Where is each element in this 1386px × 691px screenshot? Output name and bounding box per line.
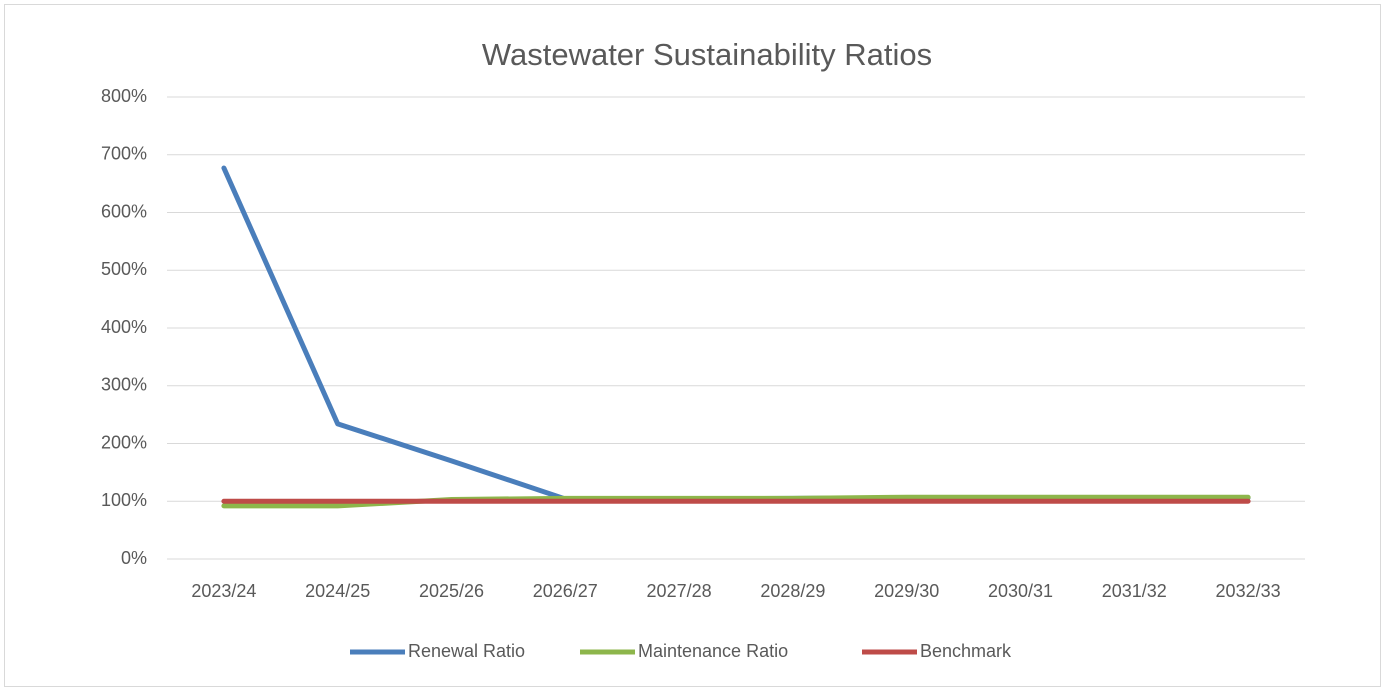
x-tick-label: 2028/29 — [760, 581, 825, 601]
y-tick-label: 400% — [101, 317, 147, 337]
y-tick-label: 100% — [101, 490, 147, 510]
x-tick-label: 2030/31 — [988, 581, 1053, 601]
y-tick-label: 600% — [101, 201, 147, 221]
x-tick-label: 2032/33 — [1216, 581, 1281, 601]
y-tick-label: 700% — [101, 144, 147, 164]
x-tick-label: 2024/25 — [305, 581, 370, 601]
chart-title: Wastewater Sustainability Ratios — [482, 37, 932, 72]
x-tick-label: 2023/24 — [191, 581, 256, 601]
chart-border — [4, 4, 1381, 687]
x-tick-label: 2025/26 — [419, 581, 484, 601]
y-tick-label: 500% — [101, 259, 147, 279]
x-tick-label: 2026/27 — [533, 581, 598, 601]
legend-label: Maintenance Ratio — [638, 641, 788, 661]
y-tick-label: 300% — [101, 375, 147, 395]
y-tick-label: 800% — [101, 86, 147, 106]
x-tick-label: 2031/32 — [1102, 581, 1167, 601]
x-tick-label: 2027/28 — [647, 581, 712, 601]
x-tick-label: 2029/30 — [874, 581, 939, 601]
y-tick-label: 0% — [121, 548, 147, 568]
legend-label: Renewal Ratio — [408, 641, 525, 661]
y-tick-label: 200% — [101, 432, 147, 452]
legend-label: Benchmark — [920, 641, 1012, 661]
